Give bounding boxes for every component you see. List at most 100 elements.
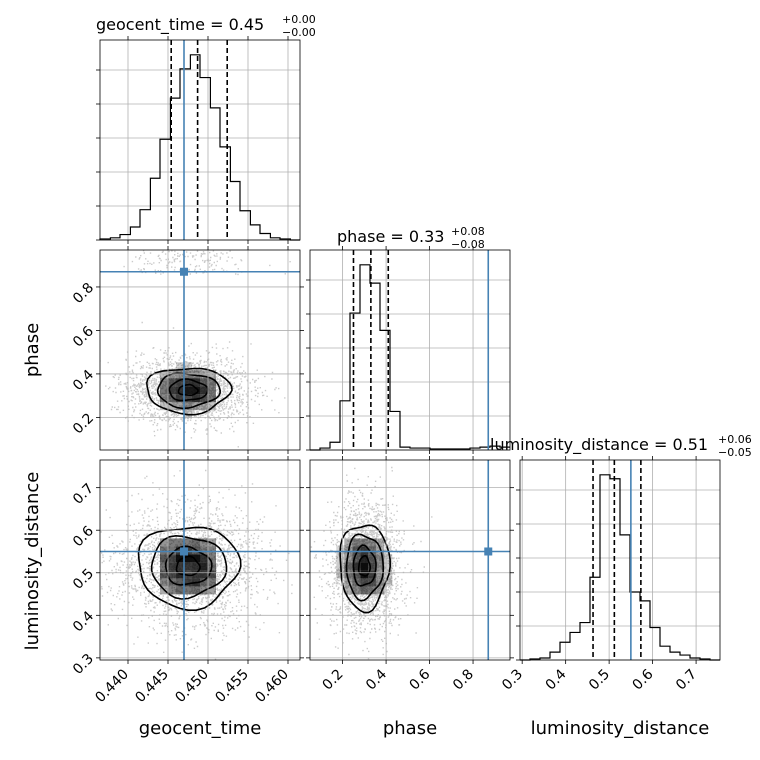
scatter-plot-area: [100, 469, 293, 660]
density-cell: [200, 402, 208, 411]
density-cell: [184, 562, 192, 571]
contour-level: [357, 554, 371, 577]
density-cell: [184, 378, 192, 387]
panel-frame: [309, 249, 511, 451]
x-tick-label: 0.6: [407, 666, 434, 693]
x-tick-label: 0.450: [172, 666, 212, 706]
density-cell: [160, 546, 168, 555]
density-cell: [208, 586, 216, 595]
contour-level: [175, 555, 201, 577]
density-cell: [200, 554, 208, 563]
density-cell: [176, 578, 184, 587]
scatter-panel-phase-vs-luminosity-distance: 0.2 0.4 0.6 0.8: [306, 456, 514, 693]
density-cell: [360, 562, 369, 571]
density-cell: [360, 554, 369, 563]
contour-level: [168, 378, 209, 402]
y-axis-label-luminosity-distance: luminosity_distance: [22, 472, 43, 651]
density-cell: [360, 546, 369, 555]
density-cell: [192, 386, 200, 395]
contour-level: [177, 383, 199, 396]
density-cell: [368, 570, 377, 579]
density-cell: [360, 538, 369, 547]
contour-level: [156, 372, 221, 410]
density-cell: [376, 570, 385, 579]
density-cell: [200, 578, 208, 587]
histogram-steps: [99, 54, 300, 241]
density-cell: [200, 378, 208, 387]
histogram-panel-luminosity-distance: 0.3 0.4 0.5 0.6 0.7: [499, 456, 721, 693]
x-axis-label-phase: phase: [383, 718, 437, 739]
density-cell: [344, 570, 353, 579]
density-cell: [360, 578, 369, 587]
density-cell: [168, 562, 176, 571]
density-cell: [160, 578, 168, 587]
density-cell: [184, 402, 192, 411]
density-cell: [200, 570, 208, 579]
density-cell: [176, 554, 184, 563]
density-cell: [168, 394, 176, 403]
density-cell: [200, 546, 208, 555]
x-tick-label: 0.4: [543, 666, 570, 693]
title-phase: phase = 0.33: [337, 227, 444, 246]
contour-level: [345, 533, 384, 602]
x-tick-label: 0.4: [363, 666, 390, 693]
density-cell: [384, 562, 393, 571]
density-cell: [176, 378, 184, 387]
title-phase-upper: +0.08: [451, 225, 485, 238]
density-cell: [160, 538, 168, 547]
density-cell: [352, 538, 361, 547]
title-phase-lower: −0.08: [451, 238, 485, 251]
x-axis-label-luminosity-distance: luminosity_distance: [531, 718, 710, 739]
density-cell: [336, 570, 345, 579]
density-cell: [200, 394, 208, 403]
density-cell: [208, 554, 216, 563]
density-cell: [168, 386, 176, 395]
histogram-panel-geocent-time: [96, 36, 301, 244]
density-cell: [192, 394, 200, 403]
density-cell: [200, 386, 208, 395]
density-cell: [184, 386, 192, 395]
x-tick-label: 0.455: [212, 666, 252, 706]
truth-marker: [180, 547, 188, 556]
histogram-steps: [520, 474, 720, 661]
density-cell: [208, 386, 216, 395]
density-cell: [168, 570, 176, 579]
title-geocent-time-upper: +0.00: [282, 13, 316, 26]
panel-frame: [99, 459, 301, 661]
density-cell: [160, 402, 168, 411]
density-cell: [160, 554, 168, 563]
density-cell: [192, 538, 200, 547]
density-cell: [176, 562, 184, 571]
density-cell: [176, 386, 184, 395]
density-cell: [184, 586, 192, 595]
density-cell: [384, 554, 393, 563]
y-tick-label: 0.7: [70, 481, 97, 508]
histogram-steps: [310, 264, 510, 451]
density-cell: [352, 546, 361, 555]
y-tick-label: 0.5: [70, 566, 97, 593]
density-cell: [352, 586, 361, 595]
density-cell: [200, 538, 208, 547]
x-tick-label: 0.3: [499, 666, 526, 693]
density-cell: [376, 554, 385, 563]
density-cell: [360, 586, 369, 595]
title-luminosity-distance: luminosity_distance = 0.51: [490, 435, 708, 455]
density-cell: [176, 538, 184, 547]
density-cell: [168, 546, 176, 555]
density-cell: [344, 562, 353, 571]
panel-frame: [99, 39, 301, 241]
density-cell: [352, 554, 361, 563]
density-cell: [176, 394, 184, 403]
x-axis-label-geocent-time: geocent_time: [139, 718, 262, 739]
density-cell: [368, 562, 377, 571]
density-cell: [208, 378, 216, 387]
title-luminosity-distance-upper: +0.06: [718, 433, 752, 446]
density-cell: [168, 554, 176, 563]
contour-level: [339, 524, 392, 614]
density-cell: [160, 562, 168, 571]
density-cell: [192, 586, 200, 595]
density-cell: [208, 394, 216, 403]
scatter-plot-area: [310, 466, 433, 660]
density-cell: [208, 570, 216, 579]
density-cell: [208, 546, 216, 555]
